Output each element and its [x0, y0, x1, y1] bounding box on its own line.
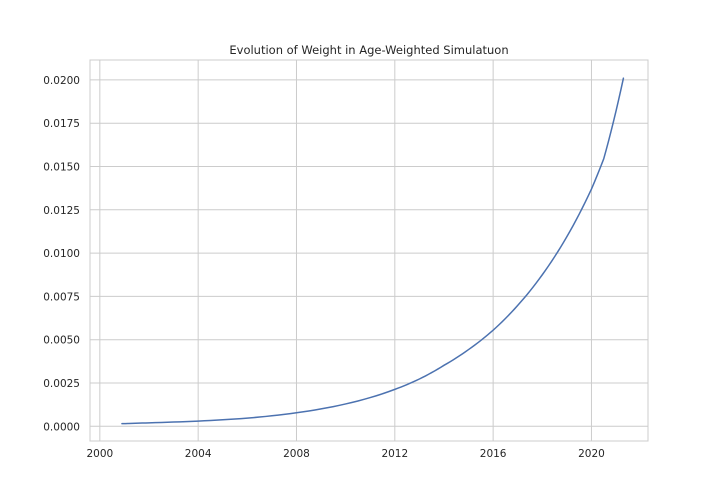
y-tick-label: 0.0175: [43, 118, 80, 130]
x-tick-label: 2000: [86, 448, 113, 460]
y-tick-label: 0.0025: [43, 378, 80, 390]
y-tick-label: 0.0075: [43, 291, 80, 303]
series-line: [121, 77, 625, 425]
y-tick-label: 0.0100: [43, 248, 80, 260]
series-group: [121, 77, 625, 425]
y-tick-label: 0.0200: [43, 75, 80, 87]
y-tick-label: 0.0150: [43, 162, 80, 174]
x-tick-labels: 2000 2004 2008 2012 2016 2020: [86, 448, 604, 460]
chart-title: Evolution of Weight in Age-Weighted Simu…: [229, 43, 508, 57]
x-tick-label: 2012: [381, 448, 408, 460]
y-grid: [90, 79, 648, 427]
y-tick-label: 0.0125: [43, 205, 80, 217]
x-tick-label: 2020: [578, 448, 605, 460]
y-tick-label: 0.0000: [43, 421, 80, 433]
x-tick-label: 2008: [283, 448, 310, 460]
plot-frame: [89, 59, 649, 442]
x-tick-label: 2004: [185, 448, 212, 460]
y-tick-label: 0.0050: [43, 335, 80, 347]
y-tick-labels: 0.0000 0.0025 0.0050 0.0075 0.0100 0.0125 0.01…: [43, 75, 80, 433]
x-tick-label: 2016: [480, 448, 507, 460]
x-grid: [99, 60, 592, 441]
